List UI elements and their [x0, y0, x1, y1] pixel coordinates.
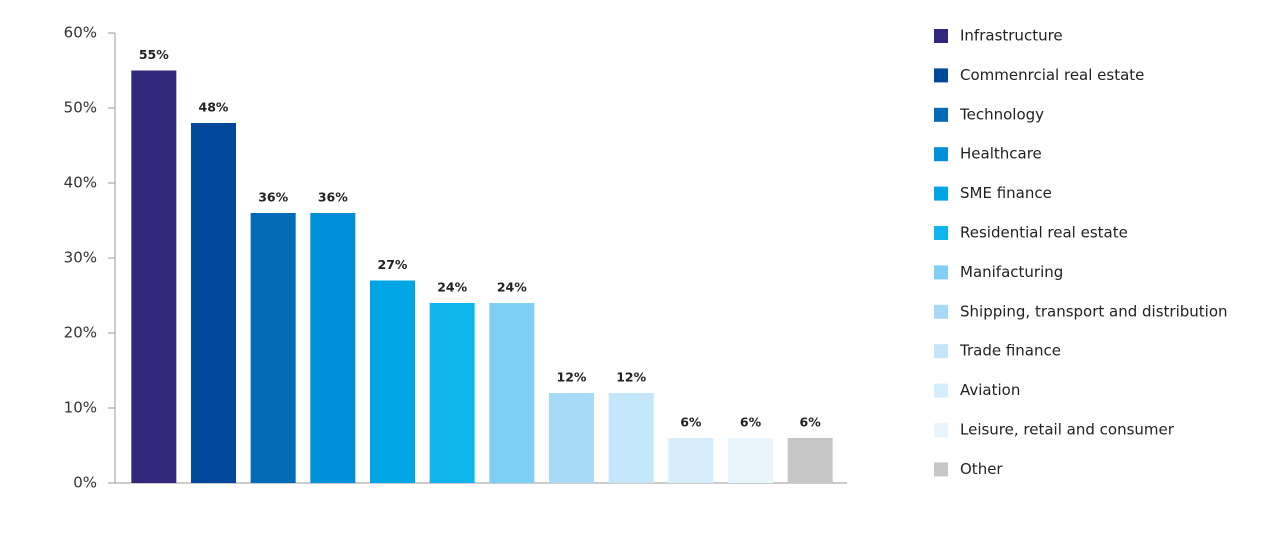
value-label: 36%: [318, 190, 348, 205]
value-label: 12%: [557, 370, 587, 385]
value-label: 6%: [680, 415, 702, 430]
value-label: 48%: [199, 100, 229, 115]
value-label: 6%: [740, 415, 762, 430]
value-label: 12%: [616, 370, 646, 385]
y-tick-label: 0%: [73, 474, 97, 492]
legend-label: Aviation: [960, 381, 1020, 399]
legend-swatch: [934, 29, 948, 43]
legend-swatch: [934, 107, 948, 122]
bar: [489, 303, 535, 483]
legend-swatch: [934, 462, 948, 477]
bar: [668, 438, 714, 483]
y-tick-label: 30%: [64, 249, 97, 267]
legend-swatch: [934, 68, 948, 83]
y-tick-label: 40%: [64, 174, 97, 192]
bar: [549, 393, 594, 483]
value-label: 6%: [800, 415, 822, 430]
y-tick-label: 60%: [64, 24, 97, 42]
legend-swatch: [934, 186, 948, 201]
legend-swatch: [934, 147, 948, 162]
legend-swatch: [934, 344, 948, 359]
bar: [250, 213, 296, 483]
legend-label: Manifacturing: [960, 263, 1063, 281]
bar: [608, 393, 654, 483]
bar: [131, 70, 177, 483]
legend-label: Commenrcial real estate: [960, 66, 1144, 84]
bar: [310, 213, 356, 483]
bar: [429, 303, 475, 483]
y-tick-label: 50%: [64, 99, 97, 117]
legend-swatch: [934, 226, 948, 240]
value-label: 55%: [139, 47, 169, 62]
bar: [728, 438, 773, 483]
legend-label: Leisure, retail and consumer: [960, 421, 1175, 439]
legend-label: Residential real estate: [960, 224, 1128, 242]
legend-swatch: [934, 383, 948, 398]
legend-label: Other: [960, 460, 1003, 478]
bar: [787, 438, 833, 483]
y-tick-label: 10%: [64, 399, 97, 417]
value-label: 24%: [497, 280, 527, 295]
legend-label: Trade finance: [959, 342, 1061, 360]
legend-swatch: [934, 423, 948, 437]
value-label: 36%: [258, 190, 288, 205]
bar: [191, 123, 236, 483]
y-tick-label: 20%: [64, 324, 97, 342]
legend-label: SME finance: [960, 184, 1052, 202]
legend-swatch: [934, 304, 948, 319]
legend-label: Shipping, transport and distribution: [960, 302, 1228, 320]
value-label: 24%: [437, 280, 467, 295]
legend-label: Healthcare: [960, 145, 1042, 163]
legend-label: Technology: [959, 105, 1044, 123]
bar: [370, 280, 415, 483]
value-label: 27%: [378, 257, 408, 272]
legend-swatch: [934, 265, 948, 280]
legend-label: Infrastructure: [960, 27, 1063, 45]
